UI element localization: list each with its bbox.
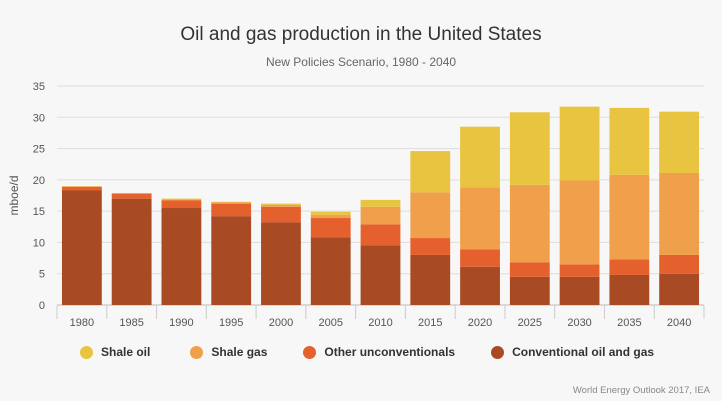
bar-shale-gas-2020: [460, 187, 500, 250]
legend-item-other-unconventionals[interactable]: Other unconventionals: [303, 345, 455, 359]
legend-item-shale-oil[interactable]: Shale oil: [80, 345, 150, 359]
bar-conventional-1985: [111, 198, 152, 305]
y-tick-label: 35: [33, 81, 45, 93]
bar-shale-oil-1990: [161, 198, 202, 200]
bar-shale-oil-2025: [509, 112, 550, 185]
bar-conventional-2025: [509, 276, 550, 305]
x-tick-label-1985: 1985: [119, 317, 143, 329]
bar-conventional-2040: [659, 273, 700, 305]
bar-conventional-1990: [161, 208, 202, 305]
bar-conventional-1980: [61, 190, 102, 305]
bar-shale-oil-2010: [360, 199, 401, 207]
bar-other-unconventionals-2020: [460, 249, 500, 267]
bar-shale-oil-2005: [310, 211, 351, 215]
bar-other-unconventionals-2035: [609, 259, 650, 275]
bar-other-unconventionals-1995: [211, 203, 252, 217]
bar-other-unconventionals-2010: [360, 224, 401, 246]
bar-conventional-2010: [360, 245, 401, 305]
legend-label-conventional: Conventional oil and gas: [512, 345, 655, 359]
bar-shale-gas-1990: [161, 199, 202, 201]
y-tick-label: 25: [33, 144, 45, 156]
bar-other-unconventionals-2000: [261, 206, 301, 223]
bar-shale-oil-2020: [460, 126, 500, 188]
bar-other-unconventionals-2025: [509, 262, 550, 277]
x-tick-label-2020: 2020: [468, 317, 492, 329]
y-tick-label: 15: [33, 206, 45, 218]
bar-other-unconventionals-2015: [410, 238, 451, 255]
bar-shale-oil-2035: [609, 107, 650, 175]
legend-item-shale-gas[interactable]: Shale gas: [190, 345, 267, 359]
bar-other-unconventionals-2030: [559, 264, 600, 277]
bar-shale-gas-2030: [559, 180, 600, 265]
legend-swatch-conventional: [491, 345, 505, 359]
bar-shale-gas-2025: [509, 184, 550, 263]
chart-legend: Shale oil Shale gas Other unconventional…: [80, 345, 654, 359]
bar-shale-oil-2015: [410, 151, 451, 193]
bar-conventional-1995: [211, 216, 252, 305]
bar-shale-gas-2005: [310, 214, 351, 219]
x-tick-label-2030: 2030: [567, 317, 591, 329]
bar-other-unconventionals-2005: [310, 218, 351, 238]
legend-label-shale-oil: Shale oil: [101, 345, 151, 359]
x-tick-label-2015: 2015: [418, 317, 442, 329]
x-tick-label-2005: 2005: [318, 317, 342, 329]
x-tick-label-2025: 2025: [518, 317, 542, 329]
legend-item-conventional[interactable]: Conventional oil and gas: [491, 345, 654, 359]
bar-other-unconventionals-1990: [161, 200, 202, 209]
bar-shale-oil-2030: [559, 106, 600, 181]
bar-shale-gas-2035: [609, 174, 650, 260]
bar-shale-gas-2010: [360, 206, 401, 225]
y-axis-label: mboe/d: [7, 175, 21, 215]
legend-label-shale-gas: Shale gas: [211, 345, 268, 359]
x-tick-label-1995: 1995: [219, 317, 243, 329]
bar-other-unconventionals-2040: [659, 254, 700, 274]
bar-shale-oil-1980: [61, 186, 102, 187]
bar-other-unconventionals-1980: [61, 186, 102, 191]
y-tick-label: 5: [39, 269, 45, 281]
y-tick-label: 10: [33, 237, 45, 249]
bar-conventional-2035: [609, 274, 650, 305]
bar-shale-gas-2015: [410, 192, 451, 239]
chart-title: Oil and gas production in the United Sta…: [180, 24, 542, 45]
legend-swatch-shale-oil: [80, 345, 93, 359]
bar-conventional-2020: [460, 266, 500, 305]
bar-other-unconventionals-1985: [111, 193, 152, 199]
x-tick-label-1990: 1990: [169, 317, 193, 329]
y-tick-label: 0: [39, 300, 45, 312]
y-tick-label: 20: [33, 175, 45, 187]
bar-shale-oil-2000: [261, 203, 301, 205]
y-tick-label: 30: [33, 112, 45, 124]
bar-conventional-2015: [410, 254, 451, 305]
bar-shale-gas-2000: [261, 204, 301, 207]
bar-conventional-2005: [310, 237, 351, 305]
chart-subtitle: New Policies Scenario, 1980 - 2040: [265, 55, 457, 69]
legend-swatch-shale-gas: [190, 345, 204, 359]
x-tick-label-1980: 1980: [70, 317, 94, 329]
bar-shale-gas-2040: [659, 172, 700, 255]
bar-conventional-2000: [261, 222, 301, 305]
bar-shale-gas-1995: [211, 202, 252, 204]
bar-shale-oil-2040: [659, 111, 700, 173]
x-tick-label-2035: 2035: [617, 317, 641, 329]
x-tick-label-2040: 2040: [667, 317, 691, 329]
source-credit: World Energy Outlook 2017, IEA: [572, 385, 710, 396]
x-tick-label-2000: 2000: [269, 317, 293, 329]
bar-shale-oil-1995: [211, 201, 252, 203]
legend-label-other-unconventionals: Other unconventionals: [324, 345, 456, 359]
bar-shale-oil-1985: [111, 192, 152, 194]
legend-swatch-other-unconventionals: [303, 345, 317, 359]
bar-conventional-2030: [559, 276, 600, 305]
x-tick-label-2010: 2010: [368, 317, 392, 329]
